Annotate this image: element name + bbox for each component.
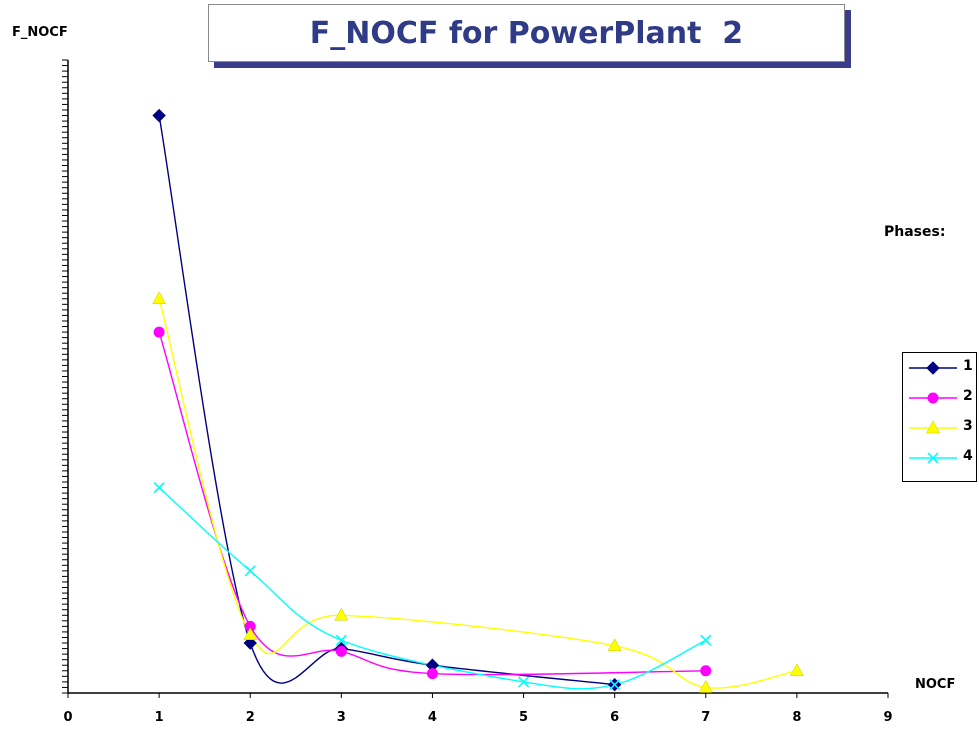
legend-swatch-2 [909, 392, 957, 404]
chart-title-box: F_NOCF for PowerPlant 2 [208, 4, 845, 62]
legend-label: 3 [963, 418, 973, 434]
data-point-phase-2 [700, 665, 712, 677]
legend-swatch-marker [926, 420, 940, 434]
legend-label: 4 [963, 448, 973, 464]
legend-item-phase-4: 4 [903, 443, 976, 473]
data-point-phase-4 [153, 481, 165, 494]
series-line-phase-1 [158, 115, 615, 686]
x-tick-label: 9 [883, 710, 892, 725]
x-axis-ticks: 0 1 2 3 4 5 6 7 8 9 [63, 693, 893, 725]
data-point-phase-3 [243, 627, 258, 640]
legend-title: Phases: [884, 224, 946, 240]
legend: 1 2 3 4 [902, 352, 977, 482]
legend-swatch-marker [926, 361, 940, 375]
legend-item-phase-2: 2 [903, 383, 976, 413]
y-axis-tick-marks [62, 59, 68, 694]
data-point-phase-3 [789, 663, 804, 677]
series-line-phase-4 [158, 487, 707, 690]
x-tick-label: 0 [63, 710, 72, 725]
data-point-phase-4 [244, 565, 256, 577]
x-tick-label: 2 [246, 710, 255, 725]
series-markers [152, 108, 804, 693]
series-line-phase-2 [158, 331, 706, 676]
x-tick-label: 8 [792, 710, 801, 725]
x-tick-label: 6 [610, 710, 619, 725]
legend-label: 2 [963, 388, 973, 404]
legend-swatch-marker [927, 392, 939, 404]
x-tick-label: 3 [337, 710, 346, 725]
data-point-phase-3 [607, 638, 622, 652]
data-point-phase-2 [335, 645, 347, 657]
x-tick-label: 7 [701, 710, 710, 725]
legend-swatch-1 [909, 361, 957, 375]
data-point-phase-3 [334, 607, 349, 621]
legend-swatch-4 [909, 452, 957, 464]
x-axis-label: NOCF [915, 677, 956, 692]
data-point-phase-2 [426, 668, 438, 680]
x-tick-label: 4 [428, 710, 437, 725]
legend-swatch-3 [909, 420, 957, 434]
x-tick-label: 1 [155, 710, 164, 725]
data-point-phase-4 [700, 634, 712, 646]
data-point-phase-4 [335, 634, 347, 646]
data-point-phase-3 [152, 291, 167, 305]
legend-swatch-marker [927, 452, 939, 464]
data-point-phase-4 [517, 676, 530, 688]
data-point-phase-1 [243, 636, 257, 650]
legend-item-phase-3: 3 [903, 413, 976, 443]
data-point-phase-1 [152, 108, 166, 123]
chart-title: F_NOCF for PowerPlant 2 [309, 15, 744, 51]
data-point-phase-3 [698, 679, 713, 693]
series-line-phase-3 [158, 298, 798, 689]
y-axis-label: F_NOCF [12, 25, 68, 40]
series-lines [158, 115, 798, 690]
x-tick-label: 5 [519, 710, 528, 725]
legend-item-phase-1: 1 [903, 353, 976, 383]
data-point-phase-4 [609, 679, 621, 691]
legend-label: 1 [963, 358, 973, 374]
data-point-phase-2 [244, 620, 256, 632]
data-point-phase-2 [153, 326, 165, 338]
